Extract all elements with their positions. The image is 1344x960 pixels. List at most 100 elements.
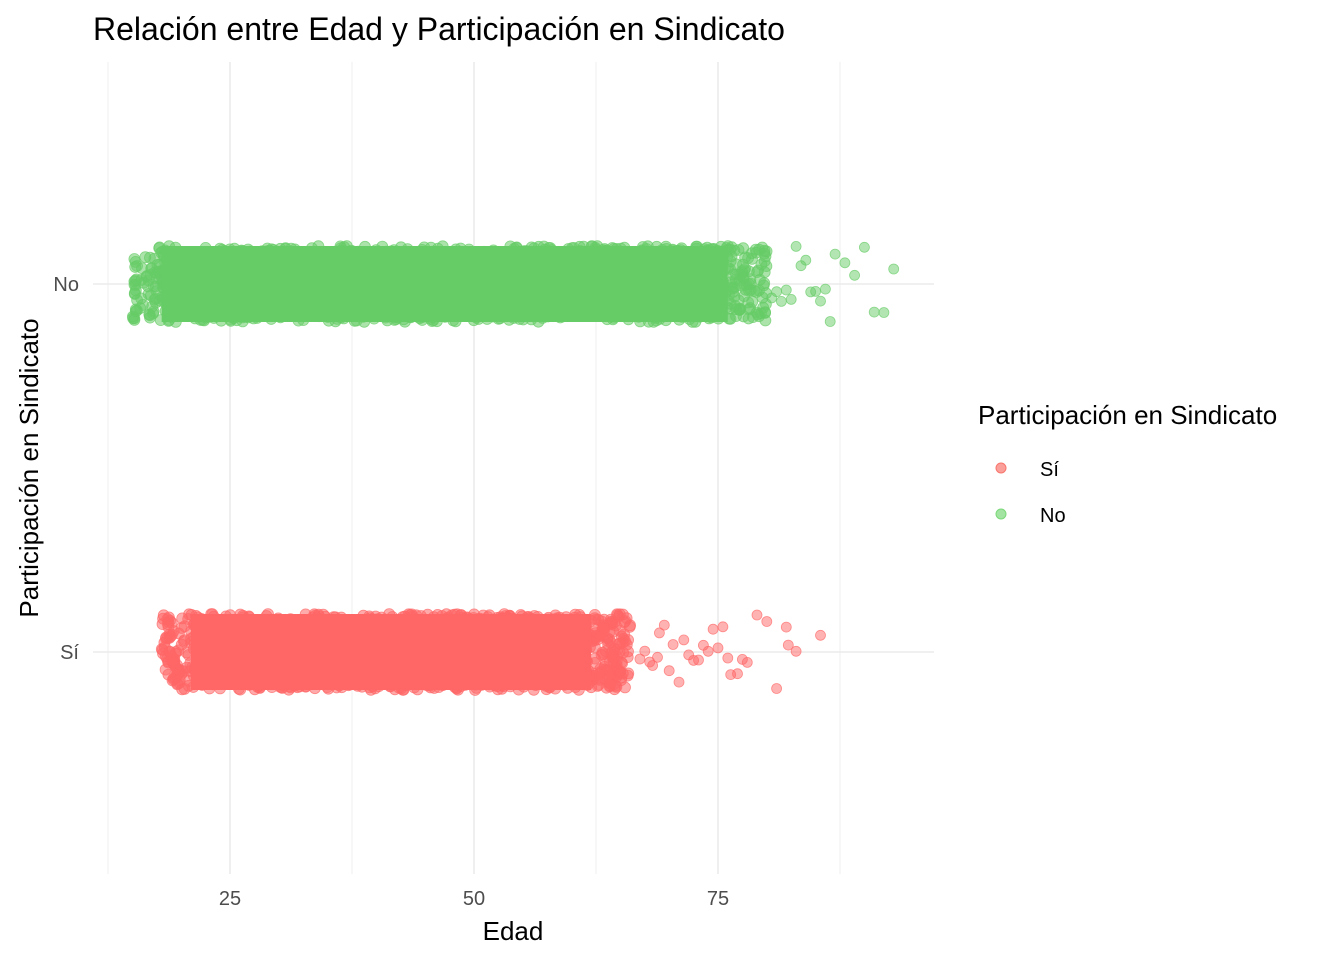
- data-point-outlier: [800, 254, 812, 266]
- data-point: [159, 663, 172, 676]
- x-axis-title: Edad: [483, 916, 544, 946]
- data-point: [129, 261, 142, 273]
- y-tick-label: Sí: [60, 642, 79, 664]
- data-point: [614, 665, 626, 678]
- legend: Participación en Sindicato Sí No: [978, 400, 1277, 527]
- x-tick-label: 50: [463, 888, 485, 910]
- data-point-outlier: [634, 653, 646, 665]
- data-point: [596, 646, 609, 659]
- data-point: [129, 274, 142, 287]
- x-tick-label: 25: [219, 888, 241, 910]
- data-point-outlier: [663, 665, 675, 677]
- legend-label: Sí: [1040, 459, 1059, 481]
- data-point-outlier: [722, 652, 734, 664]
- data-point: [613, 637, 625, 650]
- data-point-outlier: [810, 285, 821, 297]
- data-point-outlier: [732, 668, 743, 680]
- legend-label: No: [1040, 505, 1066, 527]
- data-point-outlier: [790, 240, 802, 252]
- legend-entry: No: [995, 505, 1066, 527]
- data-point: [759, 314, 772, 327]
- dense-core: [190, 614, 592, 690]
- data-point: [751, 308, 764, 321]
- data-points: [126, 240, 900, 696]
- data-point: [158, 641, 171, 654]
- data-point: [126, 310, 139, 323]
- data-point: [157, 612, 170, 625]
- data-point-outlier: [693, 654, 704, 666]
- data-point-outlier: [824, 316, 836, 327]
- data-point: [737, 310, 750, 323]
- data-point: [734, 279, 746, 292]
- data-point: [143, 308, 156, 321]
- x-tick-label: 75: [707, 888, 729, 910]
- data-point: [737, 258, 749, 271]
- data-point-outlier: [782, 639, 794, 651]
- data-point-outlier: [815, 629, 826, 641]
- data-point-outlier: [678, 634, 690, 646]
- data-point-outlier: [888, 263, 900, 275]
- data-point: [604, 616, 617, 628]
- data-point-outlier: [780, 284, 792, 296]
- data-point: [624, 619, 636, 632]
- data-point: [750, 286, 763, 298]
- data-point: [151, 267, 164, 279]
- data-point: [760, 260, 773, 273]
- data-point-outlier: [741, 657, 753, 668]
- series-si: [155, 608, 826, 696]
- data-point: [751, 266, 763, 279]
- data-point-outlier: [780, 621, 792, 633]
- legend-entry: Sí: [995, 459, 1059, 481]
- data-point: [732, 244, 745, 256]
- data-point: [746, 295, 759, 308]
- data-point: [167, 655, 180, 668]
- data-point-outlier: [771, 286, 782, 298]
- data-point: [607, 649, 620, 661]
- data-point: [592, 613, 605, 626]
- data-point-outlier: [707, 623, 719, 635]
- data-point: [753, 243, 765, 256]
- data-point-outlier: [654, 627, 665, 639]
- y-tick-label: No: [53, 274, 79, 296]
- data-point: [172, 665, 185, 678]
- data-point-outlier: [761, 616, 773, 627]
- data-point-outlier: [820, 283, 831, 295]
- data-point: [172, 627, 185, 640]
- data-point: [173, 677, 186, 689]
- data-point-outlier: [878, 307, 890, 318]
- data-point-outlier: [815, 295, 826, 307]
- data-point-outlier: [717, 621, 729, 633]
- data-point: [603, 679, 616, 692]
- y-axis-ticks: Sí No: [53, 274, 79, 664]
- data-point-outlier: [785, 293, 797, 305]
- data-point: [589, 657, 601, 669]
- legend-key: [995, 508, 1007, 520]
- series-no: [126, 240, 900, 328]
- legend-title: Participación en Sindicato: [978, 400, 1277, 430]
- gridlines: [93, 62, 934, 874]
- data-point: [128, 287, 141, 300]
- data-point: [139, 251, 152, 264]
- legend-key: [995, 462, 1007, 474]
- data-point-outlier: [658, 619, 670, 631]
- x-axis-ticks: 25 50 75: [219, 888, 729, 910]
- y-axis-title: Participación en Sindicato: [14, 318, 44, 617]
- data-point-outlier: [859, 241, 870, 253]
- data-point-outlier: [647, 660, 658, 671]
- legend-entries: Sí No: [995, 459, 1066, 527]
- data-point: [141, 269, 154, 282]
- data-point-outlier: [839, 257, 851, 269]
- data-point-outlier: [829, 248, 841, 260]
- chart-title: Relación entre Edad y Participación en S…: [93, 11, 785, 47]
- data-point-outlier: [652, 651, 663, 663]
- data-point-outlier: [776, 295, 787, 307]
- data-point-outlier: [673, 676, 685, 688]
- data-point-outlier: [868, 306, 880, 318]
- data-point-outlier: [849, 269, 860, 281]
- data-point-outlier: [639, 645, 651, 657]
- data-point-outlier: [790, 645, 802, 657]
- data-point: [600, 657, 612, 670]
- data-point-outlier: [712, 642, 724, 654]
- data-point-outlier: [702, 645, 714, 657]
